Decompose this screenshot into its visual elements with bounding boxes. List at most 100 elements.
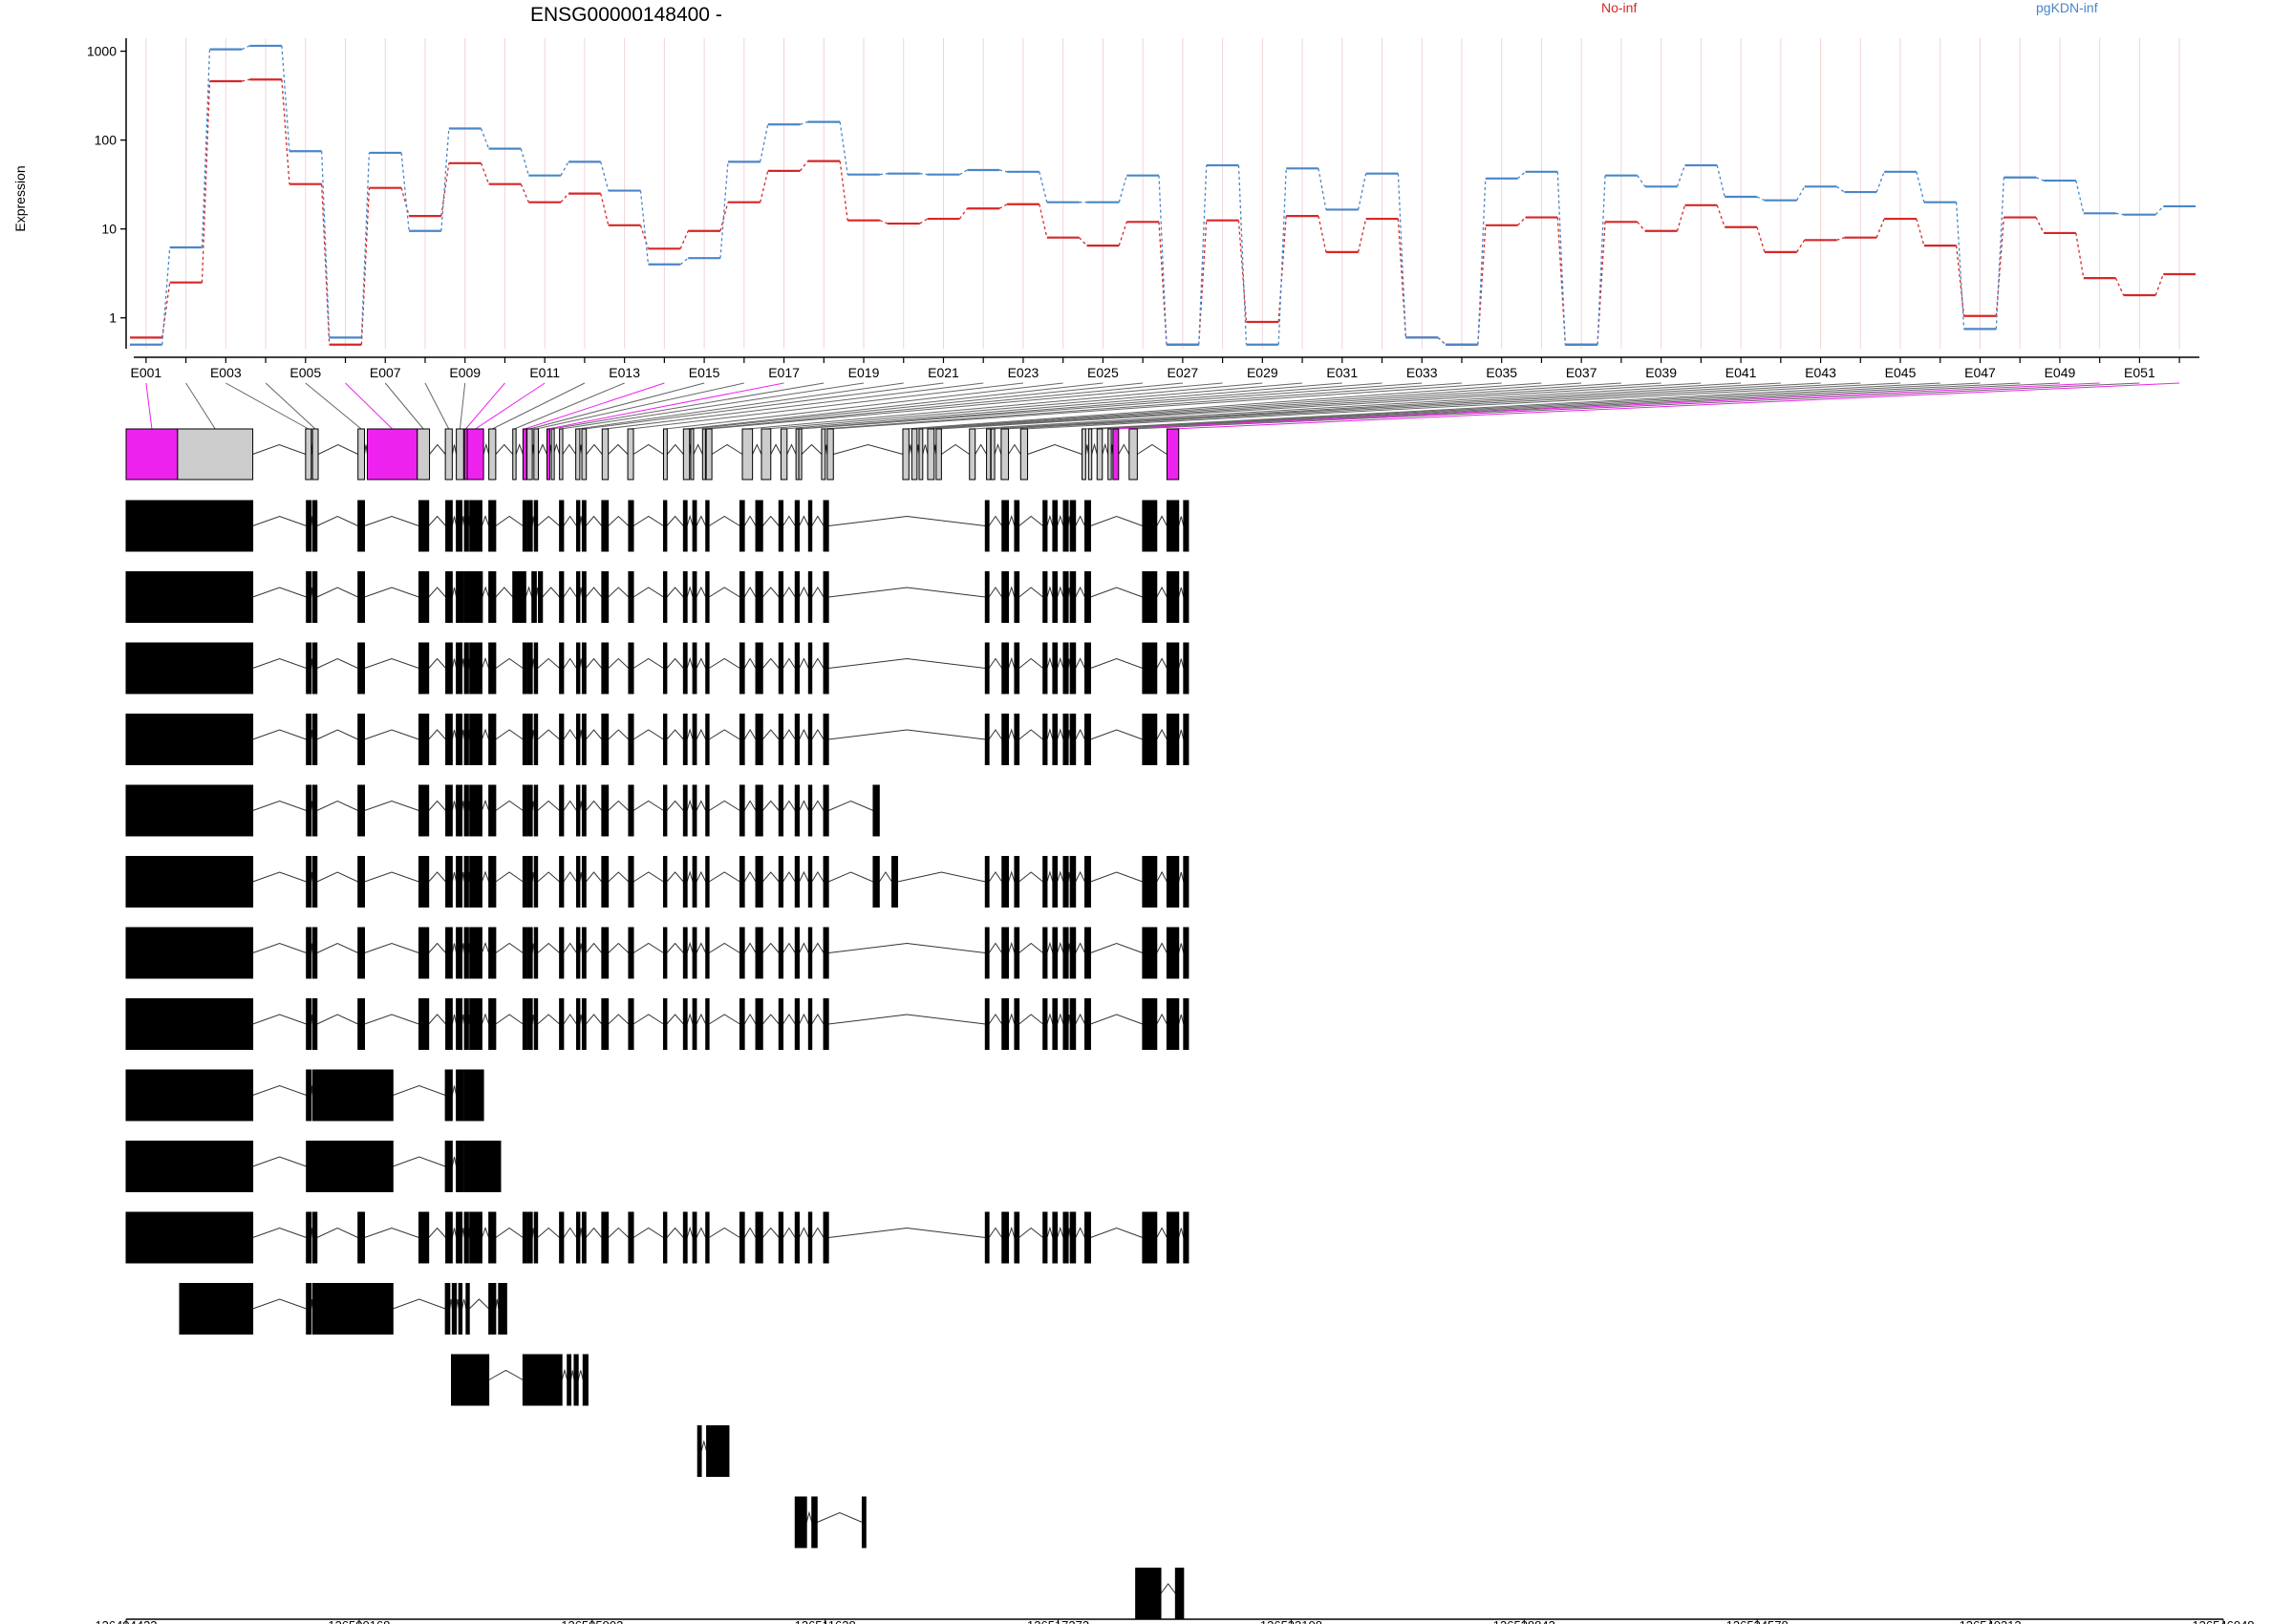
transcript-exon xyxy=(1062,714,1069,765)
transcript-intron xyxy=(252,871,307,883)
transcript-intron xyxy=(799,515,809,526)
transcript-exon xyxy=(522,784,527,837)
genomic-tick-label: 136528843 xyxy=(1493,1618,1555,1624)
transcript-exon xyxy=(794,642,801,694)
bin-exon xyxy=(550,428,555,481)
transcript-exon xyxy=(465,1283,470,1335)
transcript-exon xyxy=(311,1069,394,1122)
transcript-intron xyxy=(393,1298,446,1310)
bin-exon xyxy=(311,428,319,481)
transcript-exon xyxy=(526,500,533,552)
expression-connector xyxy=(1517,217,1527,226)
transcript-intron xyxy=(686,586,694,598)
transcript-exon xyxy=(755,998,763,1050)
bin-intron xyxy=(632,443,664,455)
transcript-exon xyxy=(526,998,533,1050)
exon-link-line xyxy=(529,382,705,430)
transcript-intron xyxy=(1018,515,1044,526)
bin-exon xyxy=(705,428,713,481)
transcript-exon xyxy=(125,642,254,694)
transcript-intron xyxy=(495,1227,524,1238)
expression-connector xyxy=(242,78,250,82)
expression-connector xyxy=(1995,217,2004,316)
transcript-intron xyxy=(316,587,358,598)
expression-connector xyxy=(1477,178,1487,345)
transcript-exon xyxy=(1069,998,1077,1050)
transcript-exon xyxy=(601,998,610,1050)
expression-connector xyxy=(560,193,569,203)
bin-exon xyxy=(1019,428,1029,481)
transcript-exon xyxy=(311,571,318,623)
expression-connector xyxy=(639,190,650,265)
bin-intron xyxy=(1102,442,1109,455)
transcript-exon xyxy=(1014,714,1020,765)
transcript-exon xyxy=(1069,927,1077,979)
transcript-exon xyxy=(357,1211,366,1264)
transcript-intron xyxy=(488,1369,524,1380)
transcript-intron xyxy=(666,729,684,740)
transcript-intron xyxy=(1156,657,1168,669)
x-tick-label: E007 xyxy=(370,365,401,380)
transcript-intron xyxy=(428,657,446,669)
transcript-intron xyxy=(1008,870,1016,883)
transcript-exon xyxy=(778,784,784,837)
exon-link-line xyxy=(514,382,625,430)
bin-exon xyxy=(986,428,992,481)
x-tick-label: E019 xyxy=(848,365,880,380)
transcript-intron xyxy=(451,1228,458,1238)
bin-intron xyxy=(1118,443,1130,455)
transcript-intron xyxy=(666,871,684,883)
transcript-intron xyxy=(563,942,577,953)
expression-connector xyxy=(520,148,529,176)
transcript-intron xyxy=(608,729,630,740)
exon-link-line xyxy=(665,382,1063,430)
transcript-intron xyxy=(782,1014,796,1025)
transcript-exon xyxy=(692,500,697,552)
bin-intron xyxy=(1091,442,1098,455)
transcript-exon xyxy=(1062,500,1069,552)
transcript-exon xyxy=(125,856,254,908)
transcript-exon xyxy=(794,927,801,979)
transcript-intron xyxy=(828,515,986,526)
exon-link-line xyxy=(561,382,865,430)
transcript-exon xyxy=(1142,1211,1158,1264)
transcript-exon xyxy=(628,927,634,979)
transcript-intron xyxy=(1008,1013,1016,1025)
exon-link-line xyxy=(830,382,1502,430)
transcript-intron xyxy=(632,657,664,669)
expression-connector xyxy=(520,183,529,203)
transcript-intron xyxy=(828,1227,986,1238)
transcript-intron xyxy=(608,871,630,883)
exon-link-line xyxy=(552,382,825,430)
transcript-intron xyxy=(708,729,740,740)
transcript-exon xyxy=(418,642,430,694)
bin-intron xyxy=(562,443,577,455)
genomic-coordinate-axis: 136494433 136500168 136505903 136511638 1365… xyxy=(95,1618,2255,1624)
transcript-exon xyxy=(522,927,527,979)
expression-connector xyxy=(201,49,211,248)
transcript-exon xyxy=(1166,714,1180,765)
expression-connector xyxy=(1875,218,1885,238)
transcript-exon xyxy=(125,714,254,765)
exon-link-line xyxy=(988,382,1781,430)
bin-intron xyxy=(666,443,684,455)
x-tick-label: E011 xyxy=(529,365,560,380)
transcript-exon xyxy=(469,927,482,979)
transcript-intron xyxy=(761,657,780,669)
transcript-intron xyxy=(481,942,490,953)
transcript-intron xyxy=(585,515,603,526)
exon-link-line xyxy=(1133,382,2140,430)
transcript-intron xyxy=(799,800,809,811)
transcript-exon xyxy=(526,714,533,765)
transcript-intron xyxy=(811,1014,825,1025)
transcript-exon xyxy=(533,927,539,979)
transcript-intron xyxy=(1018,587,1044,598)
exon-link-line xyxy=(993,382,1821,430)
transcript-intron xyxy=(696,1227,707,1238)
transcript-exon xyxy=(1014,856,1020,908)
transcript-intron xyxy=(1046,1226,1054,1238)
transcript-exon xyxy=(778,1211,784,1264)
bin-exon xyxy=(780,428,788,481)
transcript-exon xyxy=(1014,500,1020,552)
